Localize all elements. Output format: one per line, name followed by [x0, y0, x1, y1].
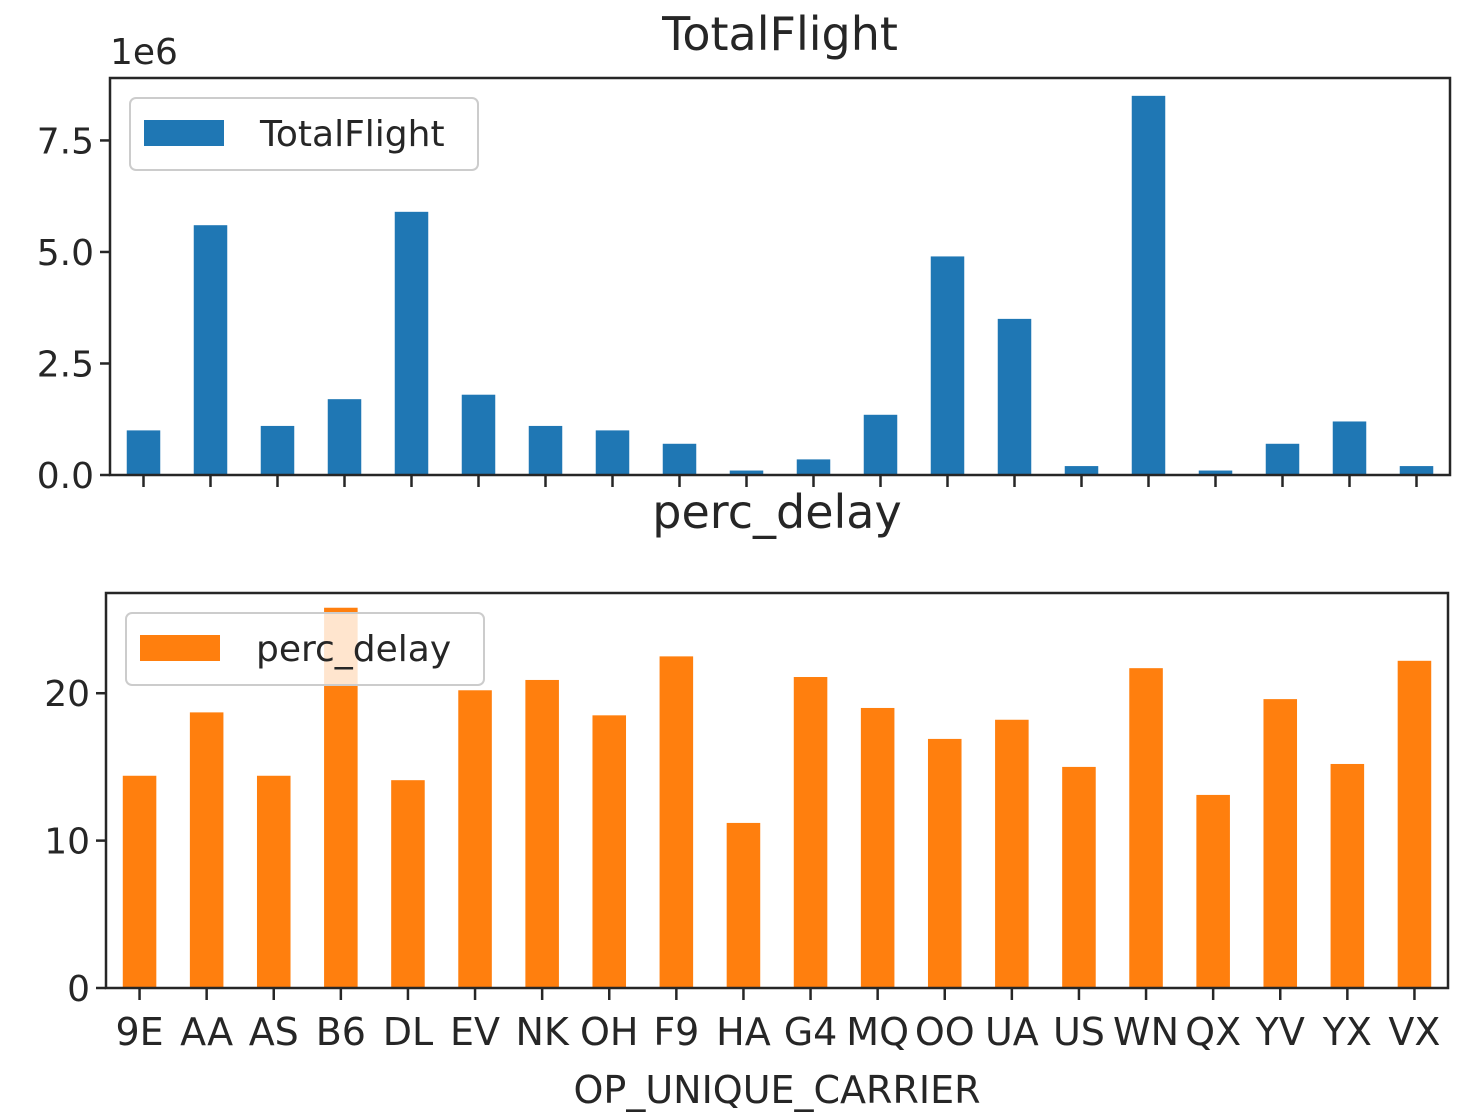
bar-as: [260, 425, 295, 475]
bar-ua: [995, 719, 1029, 988]
x-tick-label: F9: [653, 1010, 699, 1054]
bar-b6: [327, 399, 362, 475]
x-tick-label: OO: [915, 1010, 975, 1054]
legend-box: [125, 612, 485, 686]
x-tick-label: WN: [1113, 1010, 1179, 1054]
bar-9e: [126, 430, 161, 475]
legend-label: TotalFlight: [259, 114, 445, 155]
x-tick-label: OH: [580, 1010, 638, 1054]
x-tick-label: AS: [249, 1010, 299, 1054]
plot-frame: [108, 76, 1452, 477]
x-tick-label: B6: [316, 1010, 366, 1054]
bar-qx: [1196, 794, 1230, 988]
bar-mq: [863, 414, 898, 475]
y-tick-label: 0.0: [37, 456, 94, 497]
bar-g4: [796, 459, 831, 475]
bar-nk: [528, 425, 563, 475]
bar-ev: [461, 394, 496, 475]
bar-yx: [1332, 421, 1367, 475]
x-tick-label: YX: [1322, 1010, 1372, 1054]
bar-ha: [729, 470, 764, 475]
y-tick-label: 7.5: [37, 121, 94, 162]
chart-panel-1: TotalFlight 1e6 0.0 2.5 5.0 7.5 TotalFlight: [37, 7, 1452, 497]
axis-offset-label: 1e6: [110, 32, 178, 73]
y-tick-label: 2.5: [37, 344, 94, 385]
bar-yv: [1263, 699, 1298, 988]
y-tick-label: 0: [67, 969, 90, 1010]
chart-title: TotalFlight: [661, 7, 898, 61]
plot-frame: [104, 591, 1450, 990]
x-tick-label: 9E: [115, 1010, 163, 1054]
legend-swatch: [144, 120, 224, 146]
bar-dl: [394, 211, 429, 475]
x-tick-label: DL: [383, 1010, 433, 1054]
legend-swatch: [140, 635, 220, 661]
legend-box: [129, 97, 479, 171]
legend-label: perc_delay: [256, 629, 451, 670]
x-tick-label: QX: [1185, 1010, 1241, 1054]
bar-aa: [189, 712, 224, 988]
bar-oo: [930, 256, 965, 475]
bar-wn: [1129, 668, 1163, 988]
bar-dl: [391, 780, 425, 988]
y-tick-label: 10: [44, 822, 90, 863]
x-axis-label: OP_UNIQUE_CARRIER: [574, 1068, 981, 1112]
x-tick-label: UA: [985, 1010, 1039, 1054]
bar-oh: [595, 430, 630, 475]
bar-us: [1064, 466, 1099, 475]
bar-9e: [122, 775, 157, 988]
x-tick-label: MQ: [846, 1010, 909, 1054]
x-tick-label: G4: [784, 1010, 838, 1054]
bar-nk: [525, 679, 559, 988]
bar-ev: [458, 690, 492, 988]
x-tick-label: HA: [716, 1010, 771, 1054]
bar-as: [256, 775, 291, 988]
bar-aa: [193, 225, 228, 475]
y-tick-label: 5.0: [37, 233, 94, 274]
x-tick-label: EV: [450, 1010, 500, 1054]
bar-wn: [1131, 95, 1166, 475]
bar-ua: [997, 318, 1032, 475]
bar-oh: [592, 715, 627, 988]
bar-yx: [1330, 763, 1365, 988]
x-tick-label: VX: [1388, 1010, 1440, 1054]
bar-qx: [1198, 470, 1233, 475]
x-tick-label: NK: [515, 1010, 569, 1054]
x-tick-label: AA: [180, 1010, 233, 1054]
bar-vx: [1397, 660, 1432, 988]
legend: perc_delay: [125, 612, 485, 686]
bar-oo: [927, 738, 962, 988]
bar-mq: [860, 707, 895, 988]
bar-f9: [662, 443, 697, 475]
x-tick-label: YV: [1255, 1010, 1305, 1054]
bar-ha: [726, 822, 761, 988]
bar-vx: [1399, 466, 1434, 475]
legend: TotalFlight: [129, 97, 479, 171]
bar-g4: [793, 677, 828, 988]
bar-yv: [1265, 443, 1300, 475]
y-tick-label: 20: [44, 674, 90, 715]
bar-us: [1062, 766, 1096, 988]
x-tick-label: US: [1053, 1010, 1105, 1054]
bar-f9: [659, 656, 694, 988]
chart-title: perc_delay: [652, 485, 901, 539]
